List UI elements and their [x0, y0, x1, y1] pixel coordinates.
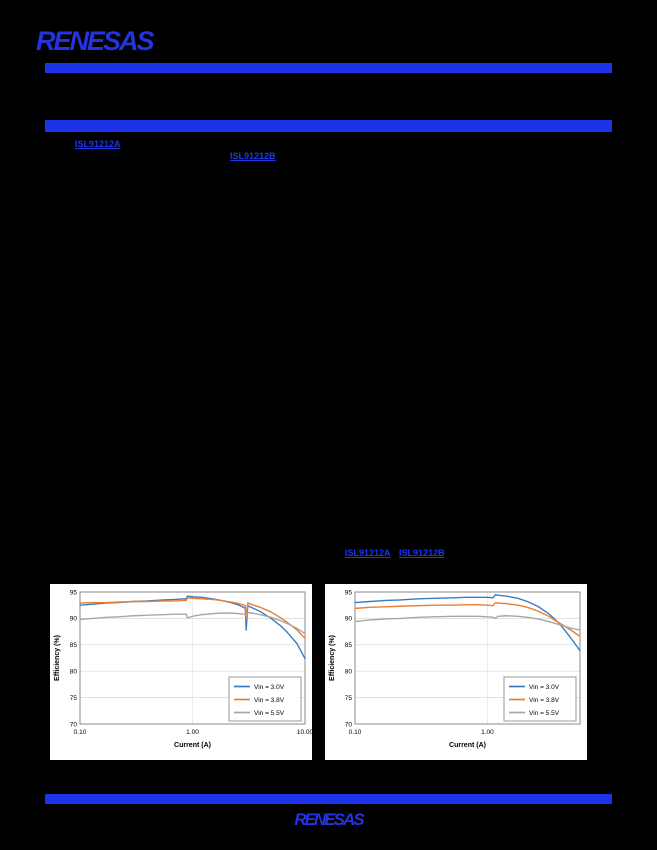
svg-text:75: 75 [70, 695, 78, 702]
svg-text:Vin = 3.0V: Vin = 3.0V [529, 684, 560, 691]
efficiency-chart-left: 70 75 80 85 90 95 0.10 1.00 10.00 Current (A) Effi… [50, 584, 312, 760]
svg-text:Vin = 5.5V: Vin = 5.5V [529, 710, 560, 717]
header-divider-bar [45, 63, 612, 73]
caption-link-isl91212b[interactable]: ISL91212B [399, 548, 445, 558]
svg-text:1.00: 1.00 [186, 729, 199, 736]
part-link-isl91212b[interactable]: ISL91212B [230, 151, 276, 161]
svg-text:0.10: 0.10 [349, 729, 362, 736]
section-divider-bar [45, 120, 612, 132]
svg-text:Efficiency (%): Efficiency (%) [54, 635, 61, 681]
caption-link-isl91212a[interactable]: ISL91212A [345, 548, 391, 558]
svg-text:1.00: 1.00 [481, 729, 494, 736]
svg-text:70: 70 [70, 721, 78, 728]
svg-text:Vin = 3.8V: Vin = 3.8V [529, 697, 560, 704]
svg-text:Efficiency (%): Efficiency (%) [329, 635, 336, 681]
svg-text:90: 90 [70, 616, 78, 623]
svg-text:80: 80 [70, 669, 78, 676]
svg-text:80: 80 [345, 669, 353, 676]
svg-text:Vin = 3.8V: Vin = 3.8V [254, 697, 285, 704]
svg-text:95: 95 [345, 589, 353, 596]
svg-text:Vin = 5.5V: Vin = 5.5V [254, 710, 285, 717]
svg-text:70: 70 [345, 721, 353, 728]
svg-text:Current (A): Current (A) [174, 742, 211, 749]
footer-divider-bar [45, 794, 612, 804]
svg-text:95: 95 [70, 589, 78, 596]
svg-text:85: 85 [345, 642, 353, 649]
renesas-footer-logo: RENESAS [294, 810, 364, 829]
svg-text:Current (A): Current (A) [449, 742, 486, 749]
svg-text:10.00: 10.00 [297, 729, 312, 736]
svg-text:85: 85 [70, 642, 78, 649]
figure-caption-links: ISL91212A ISL91212B [345, 548, 451, 558]
svg-text:0.10: 0.10 [74, 729, 87, 736]
svg-text:90: 90 [345, 616, 353, 623]
svg-text:Vin = 3.0V: Vin = 3.0V [254, 684, 285, 691]
efficiency-chart-right: 70 75 80 85 90 95 0.10 1.00 Current (A) Efficienc… [325, 584, 587, 760]
part-link-isl91212a[interactable]: ISL91212A [75, 139, 121, 149]
renesas-logo: RENESAS [36, 26, 155, 56]
svg-text:75: 75 [345, 695, 353, 702]
